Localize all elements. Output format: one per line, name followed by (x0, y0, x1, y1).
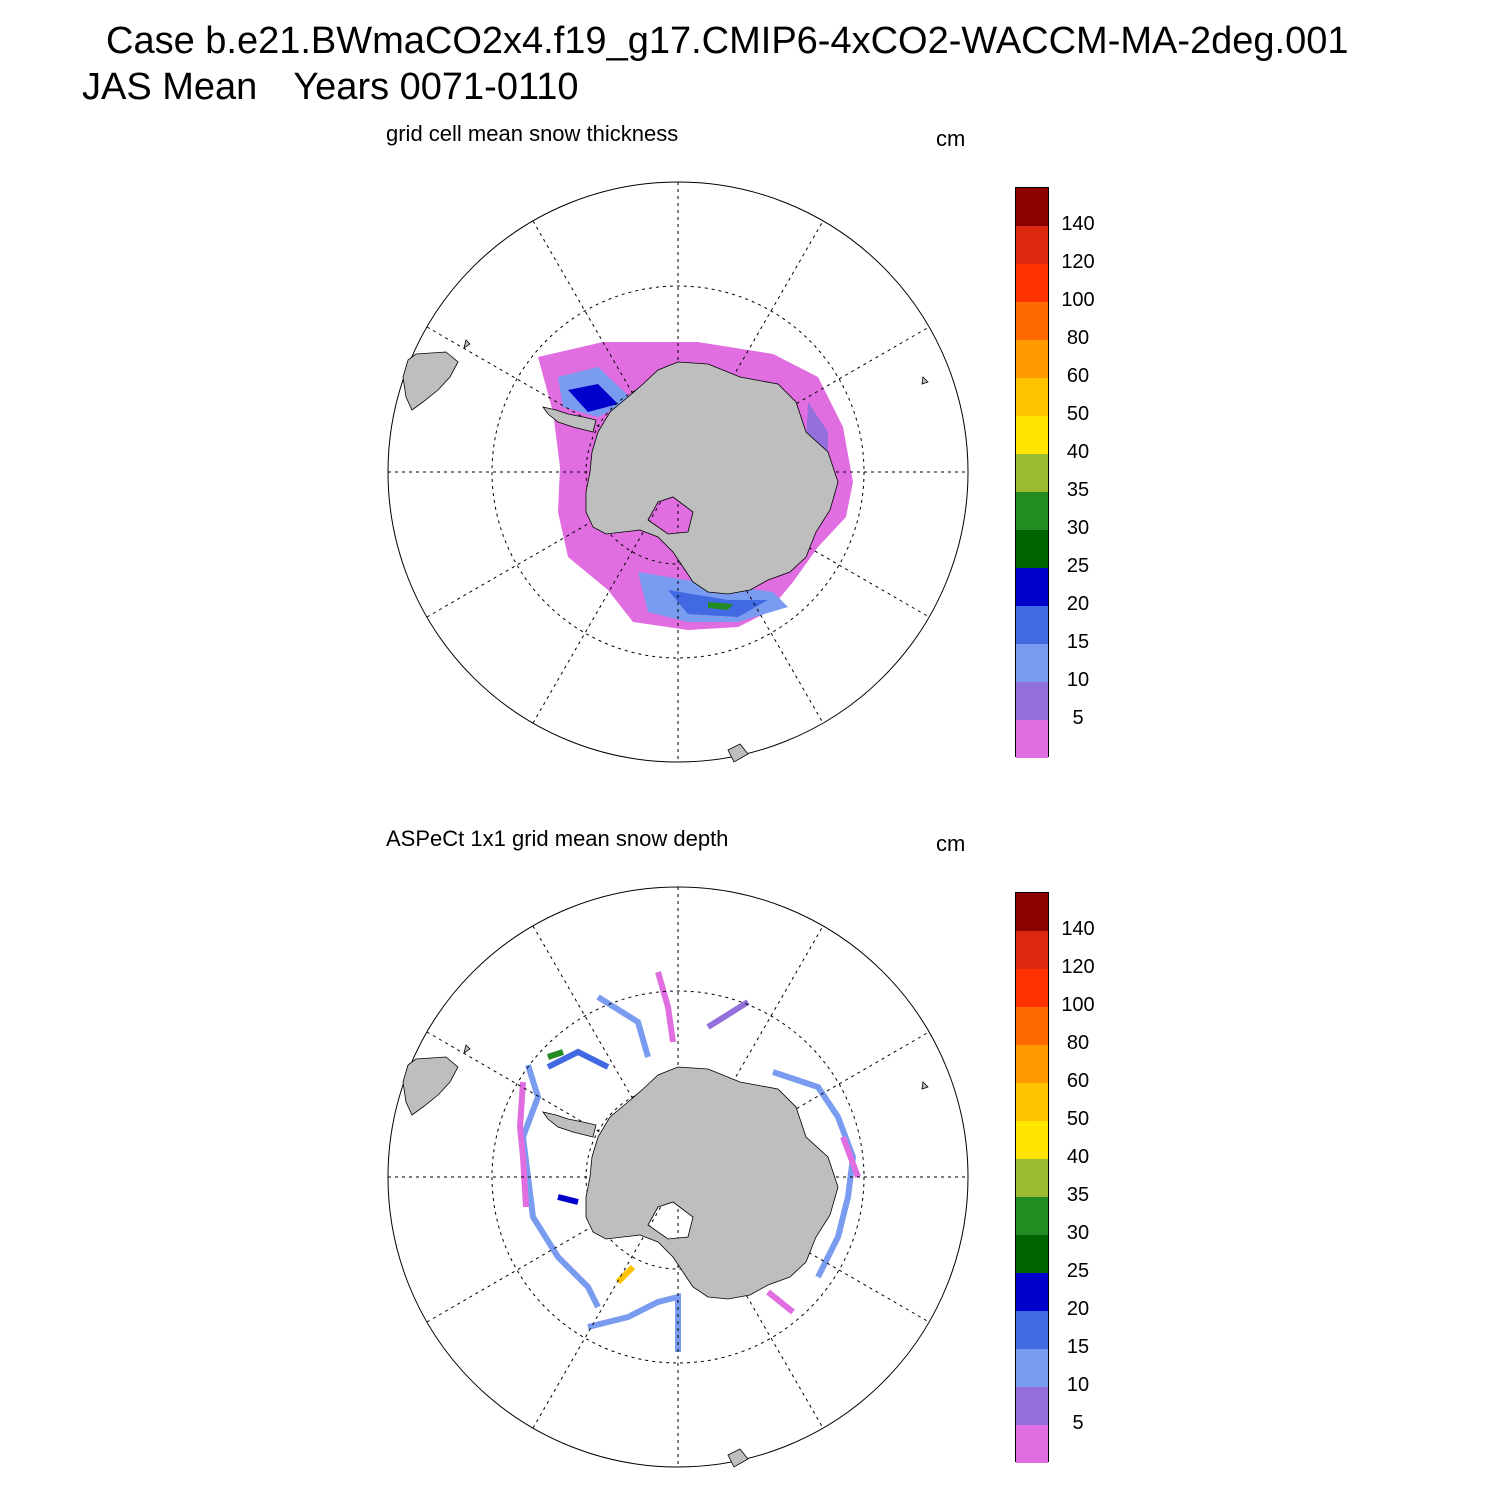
season-title: JAS Mean Years 0071-0110 (82, 66, 579, 109)
colorbar-swatch (1016, 568, 1048, 606)
panel-2-title: ASPeCt 1x1 grid mean snow depth (386, 826, 729, 851)
colorbar-swatch (1016, 1007, 1048, 1045)
panel-2-units: cm (936, 831, 966, 856)
colorbar-label: 20 (1066, 1298, 1090, 1320)
colorbar-label: 10 (1066, 669, 1090, 691)
years-label: Years 0071-0110 (293, 66, 579, 108)
colorbar-label: 80 (1066, 327, 1090, 349)
colorbar-label: 100 (1061, 289, 1095, 311)
colorbar-label: 30 (1066, 517, 1090, 539)
snow-tracks-obs (516, 971, 861, 1352)
colorbar-swatch (1016, 1273, 1048, 1311)
colorbar-swatch (1016, 1235, 1048, 1273)
case-title: Case b.e21.BWmaCO2x4.f19_g17.CMIP6-4xCO2… (106, 20, 1349, 62)
colorbar-swatch (1016, 454, 1048, 492)
colorbar-swatch (1016, 1425, 1048, 1463)
colorbar-label: 25 (1066, 1260, 1090, 1282)
colorbar-swatch (1016, 340, 1048, 378)
colorbar-swatch (1016, 1045, 1048, 1083)
colorbar-label: 40 (1066, 441, 1090, 463)
colorbar-label: 35 (1066, 479, 1090, 501)
colorbar-swatch (1016, 530, 1048, 568)
colorbar-swatch (1016, 682, 1048, 720)
colorbar-swatch (1016, 1387, 1048, 1425)
colorbar-swatch (1016, 416, 1048, 454)
colorbar-swatch (1016, 893, 1048, 931)
colorbar-label: 60 (1066, 1070, 1090, 1092)
colorbar-swatch (1016, 264, 1048, 302)
colorbar-label: 80 (1066, 1032, 1090, 1054)
colorbar-label: 120 (1061, 251, 1095, 273)
colorbar-label: 10 (1066, 1374, 1090, 1396)
map-panel-1 (387, 181, 969, 763)
season-label: JAS Mean (82, 66, 258, 108)
colorbar-label: 5 (1072, 1412, 1084, 1434)
colorbar-label: 25 (1066, 555, 1090, 577)
colorbar-swatch (1016, 1121, 1048, 1159)
colorbar-swatch (1016, 720, 1048, 758)
colorbar-label: 20 (1066, 593, 1090, 615)
colorbar-swatch (1016, 188, 1048, 226)
panel-1-title: grid cell mean snow thickness (386, 121, 679, 146)
colorbar-swatch (1016, 1311, 1048, 1349)
colorbar-label: 15 (1066, 631, 1090, 653)
colorbar-label: 35 (1066, 1184, 1090, 1206)
colorbar-swatch (1016, 1349, 1048, 1387)
colorbar-label: 100 (1061, 994, 1095, 1016)
colorbar-panel-2 (1015, 892, 1049, 1463)
colorbar-label: 60 (1066, 365, 1090, 387)
colorbar-swatch (1016, 1083, 1048, 1121)
colorbar-label: 50 (1066, 1108, 1090, 1130)
colorbar-swatch (1016, 969, 1048, 1007)
colorbar-swatch (1016, 1197, 1048, 1235)
colorbar-swatch (1016, 931, 1048, 969)
colorbar-label: 30 (1066, 1222, 1090, 1244)
colorbar-swatch (1016, 644, 1048, 682)
colorbar-swatch (1016, 226, 1048, 264)
colorbar-label: 140 (1061, 213, 1095, 235)
colorbar-swatch (1016, 606, 1048, 644)
colorbar-label: 15 (1066, 1336, 1090, 1358)
colorbar-swatch (1016, 492, 1048, 530)
colorbar-label: 140 (1061, 918, 1095, 940)
panel-1-units: cm (936, 126, 966, 151)
colorbar-swatch (1016, 378, 1048, 416)
colorbar-label: 120 (1061, 956, 1095, 978)
colorbar-swatch (1016, 1159, 1048, 1197)
map-panel-2 (387, 886, 969, 1468)
colorbar-label: 50 (1066, 403, 1090, 425)
colorbar-swatch (1016, 302, 1048, 340)
colorbar-label: 5 (1072, 707, 1084, 729)
colorbar-label: 40 (1066, 1146, 1090, 1168)
colorbar-panel-1 (1015, 187, 1049, 758)
